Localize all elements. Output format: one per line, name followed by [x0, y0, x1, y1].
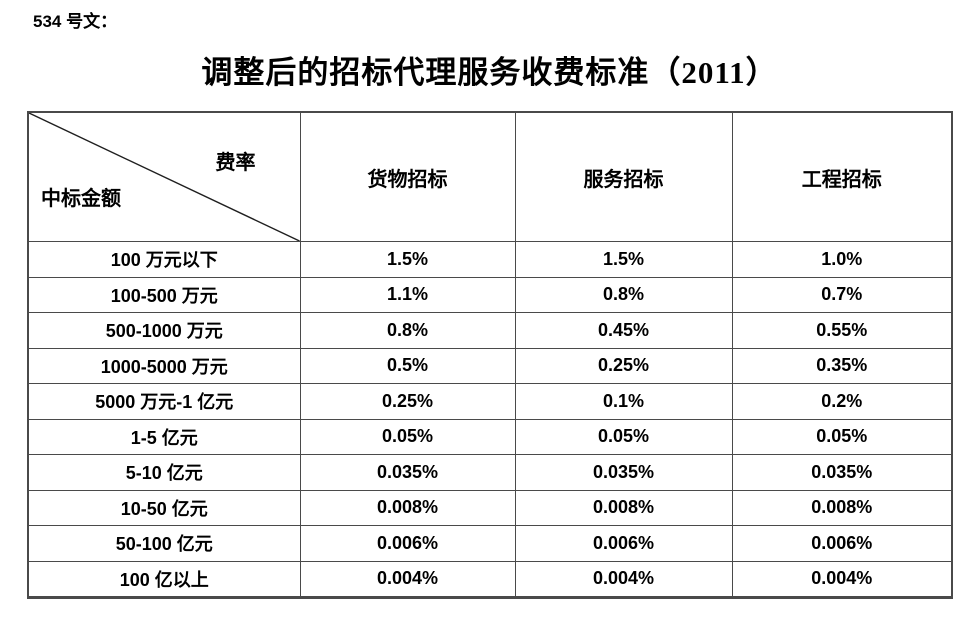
fee-cell: 0.008% [731, 489, 953, 526]
column-header-engineering-bidding: 工程招标 [731, 111, 953, 242]
fee-cell: 0.004% [514, 560, 733, 598]
table-row: 5-10 亿元 0.035% 0.035% 0.035% [27, 454, 953, 491]
row-label: 100-500 万元 [27, 276, 301, 313]
fee-cell: 0.006% [514, 525, 733, 562]
fee-cell: 0.006% [299, 525, 516, 562]
fee-cell: 0.2% [731, 383, 953, 420]
fee-cell: 0.05% [299, 418, 516, 455]
table-row: 5000 万元-1 亿元 0.25% 0.1% 0.2% [27, 383, 953, 420]
table-row: 100-500 万元 1.1% 0.8% 0.7% [27, 276, 953, 313]
table-row: 50-100 亿元 0.006% 0.006% 0.006% [27, 525, 953, 562]
header-row: 费率 中标金额 货物招标 服务招标 工程招标 [27, 111, 953, 242]
fee-cell: 0.05% [731, 418, 953, 455]
fee-cell: 0.25% [299, 383, 516, 420]
corner-header-cell: 费率 中标金额 [27, 111, 301, 242]
row-label: 100 万元以下 [27, 241, 301, 278]
fee-cell: 0.035% [731, 454, 953, 491]
table-row: 1-5 亿元 0.05% 0.05% 0.05% [27, 418, 953, 455]
row-label: 5-10 亿元 [27, 454, 301, 491]
fee-cell: 1.5% [299, 241, 516, 278]
fee-cell: 0.035% [514, 454, 733, 491]
fee-cell: 0.8% [514, 276, 733, 313]
fee-table: 费率 中标金额 货物招标 服务招标 工程招标 100 万元以下 1.5% 1.5… [27, 111, 953, 599]
row-label: 500-1000 万元 [27, 312, 301, 349]
column-header-goods-bidding: 货物招标 [299, 111, 516, 242]
fee-cell: 1.1% [299, 276, 516, 313]
fee-cell: 0.004% [731, 560, 953, 598]
diagonal-divider-line [29, 113, 300, 241]
fee-cell: 0.035% [299, 454, 516, 491]
column-header-service-bidding: 服务招标 [514, 111, 733, 242]
fee-cell: 0.004% [299, 560, 516, 598]
fee-cell: 0.5% [299, 347, 516, 384]
row-label: 1-5 亿元 [27, 418, 301, 455]
fee-cell: 0.006% [731, 525, 953, 562]
row-label: 50-100 亿元 [27, 525, 301, 562]
corner-label-rate: 费率 [215, 152, 256, 174]
row-label: 10-50 亿元 [27, 489, 301, 526]
fee-cell: 0.008% [299, 489, 516, 526]
fee-cell: 1.5% [514, 241, 733, 278]
doc-number-label: 534 号文： [33, 12, 118, 31]
fee-cell: 0.008% [514, 489, 733, 526]
table-row: 100 亿以上 0.004% 0.004% 0.004% [27, 560, 953, 598]
fee-cell: 0.55% [731, 312, 953, 349]
corner-label-amount: 中标金额 [41, 188, 121, 210]
table-row: 10-50 亿元 0.008% 0.008% 0.008% [27, 489, 953, 526]
table-row: 1000-5000 万元 0.5% 0.25% 0.35% [27, 347, 953, 384]
fee-cell: 0.8% [299, 312, 516, 349]
table-row: 500-1000 万元 0.8% 0.45% 0.55% [27, 312, 953, 349]
row-label: 100 亿以上 [27, 560, 301, 598]
fee-cell: 0.05% [514, 418, 733, 455]
fee-cell: 0.7% [731, 276, 953, 313]
fee-cell: 1.0% [731, 241, 953, 278]
row-label: 1000-5000 万元 [27, 347, 301, 384]
fee-cell: 0.45% [514, 312, 733, 349]
fee-cell: 0.35% [731, 347, 953, 384]
fee-cell: 0.1% [514, 383, 733, 420]
page-title: 调整后的招标代理服务收费标准（2011） [201, 55, 778, 90]
row-label: 5000 万元-1 亿元 [27, 383, 301, 420]
table-row: 100 万元以下 1.5% 1.5% 1.0% [27, 241, 953, 278]
fee-cell: 0.25% [514, 347, 733, 384]
